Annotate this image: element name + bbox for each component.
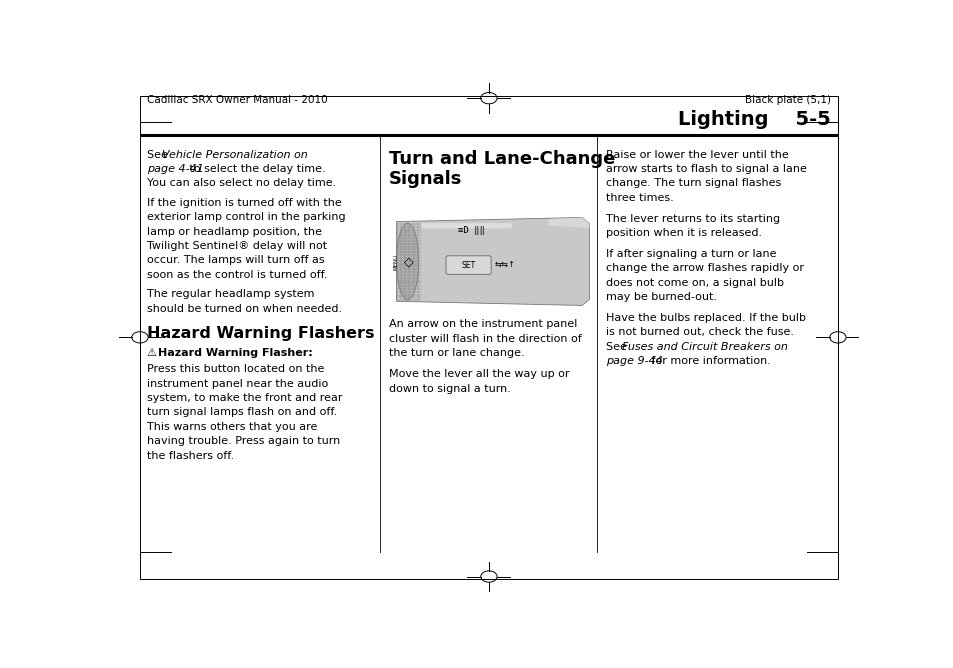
Polygon shape	[396, 218, 589, 305]
Text: turn signal lamps flash on and off.: turn signal lamps flash on and off.	[147, 407, 337, 418]
Text: exterior lamp control in the parking: exterior lamp control in the parking	[147, 212, 346, 222]
Text: Hazard Warning Flashers: Hazard Warning Flashers	[147, 326, 375, 341]
Text: lamp or headlamp position, the: lamp or headlamp position, the	[147, 226, 322, 236]
Text: down to signal a turn.: down to signal a turn.	[389, 383, 511, 393]
Text: is not burned out, check the fuse.: is not burned out, check the fuse.	[605, 327, 793, 337]
Polygon shape	[548, 218, 589, 228]
Text: system, to make the front and rear: system, to make the front and rear	[147, 393, 342, 403]
Text: Cadillac SRX Owner Manual - 2010: Cadillac SRX Owner Manual - 2010	[147, 95, 328, 105]
Text: occur. The lamps will turn off as: occur. The lamps will turn off as	[147, 255, 325, 265]
Text: Raise or lower the lever until the: Raise or lower the lever until the	[605, 150, 788, 160]
Text: three times.: three times.	[605, 193, 673, 203]
Text: This warns others that you are: This warns others that you are	[147, 422, 317, 432]
FancyBboxPatch shape	[421, 223, 511, 228]
Text: having trouble. Press again to turn: having trouble. Press again to turn	[147, 436, 340, 446]
Text: instrument panel near the audio: instrument panel near the audio	[147, 379, 328, 389]
Text: to select the delay time.: to select the delay time.	[186, 164, 325, 174]
Text: If after signaling a turn or lane: If after signaling a turn or lane	[605, 249, 776, 259]
Text: page 9-44: page 9-44	[605, 356, 662, 366]
Text: ≡D ‖‖: ≡D ‖‖	[457, 226, 484, 234]
Text: Fuses and Circuit Breakers on: Fuses and Circuit Breakers on	[621, 342, 787, 352]
Text: Hazard Warning Flasher:: Hazard Warning Flasher:	[158, 348, 313, 358]
Text: may be burned-out.: may be burned-out.	[605, 292, 716, 302]
Text: position when it is released.: position when it is released.	[605, 228, 761, 238]
Text: The regular headlamp system: The regular headlamp system	[147, 289, 314, 299]
Text: change. The turn signal flashes: change. The turn signal flashes	[605, 178, 781, 188]
Text: soon as the control is turned off.: soon as the control is turned off.	[147, 270, 328, 280]
Text: change the arrow flashes rapidly or: change the arrow flashes rapidly or	[605, 263, 802, 273]
Text: An arrow on the instrument panel: An arrow on the instrument panel	[389, 319, 577, 329]
Text: If the ignition is turned off with the: If the ignition is turned off with the	[147, 198, 342, 208]
Text: Move the lever all the way up or: Move the lever all the way up or	[389, 369, 569, 379]
FancyBboxPatch shape	[446, 256, 491, 275]
Text: Turn and Lane-Change: Turn and Lane-Change	[389, 150, 615, 168]
Text: Vehicle Personalization on: Vehicle Personalization on	[162, 150, 308, 160]
Text: See: See	[605, 342, 630, 352]
Text: SET: SET	[461, 261, 476, 270]
Ellipse shape	[396, 223, 418, 300]
Text: MENU: MENU	[394, 253, 398, 269]
Text: Signals: Signals	[389, 170, 462, 188]
Text: ⇆⇆↑: ⇆⇆↑	[495, 261, 516, 270]
Text: does not come on, a signal bulb: does not come on, a signal bulb	[605, 278, 783, 288]
Text: The lever returns to its starting: The lever returns to its starting	[605, 214, 779, 224]
Text: cluster will flash in the direction of: cluster will flash in the direction of	[389, 334, 581, 344]
Text: Black plate (5,1): Black plate (5,1)	[743, 95, 830, 105]
Text: Twilight Sentinel® delay will not: Twilight Sentinel® delay will not	[147, 241, 327, 251]
Text: arrow starts to flash to signal a lane: arrow starts to flash to signal a lane	[605, 164, 806, 174]
Text: Have the bulbs replaced. If the bulb: Have the bulbs replaced. If the bulb	[605, 313, 805, 323]
Text: page 4-41: page 4-41	[147, 164, 204, 174]
Text: the flashers off.: the flashers off.	[147, 451, 234, 461]
Text: See: See	[147, 150, 172, 160]
Text: Lighting    5-5: Lighting 5-5	[677, 110, 830, 129]
Text: You can also select no delay time.: You can also select no delay time.	[147, 178, 336, 188]
Text: Press this button located on the: Press this button located on the	[147, 364, 324, 374]
Text: should be turned on when needed.: should be turned on when needed.	[147, 304, 342, 314]
Text: the turn or lane change.: the turn or lane change.	[389, 348, 524, 358]
Text: for more information.: for more information.	[647, 356, 770, 366]
Text: ⚠: ⚠	[147, 348, 161, 358]
Text: ◇: ◇	[404, 255, 414, 268]
